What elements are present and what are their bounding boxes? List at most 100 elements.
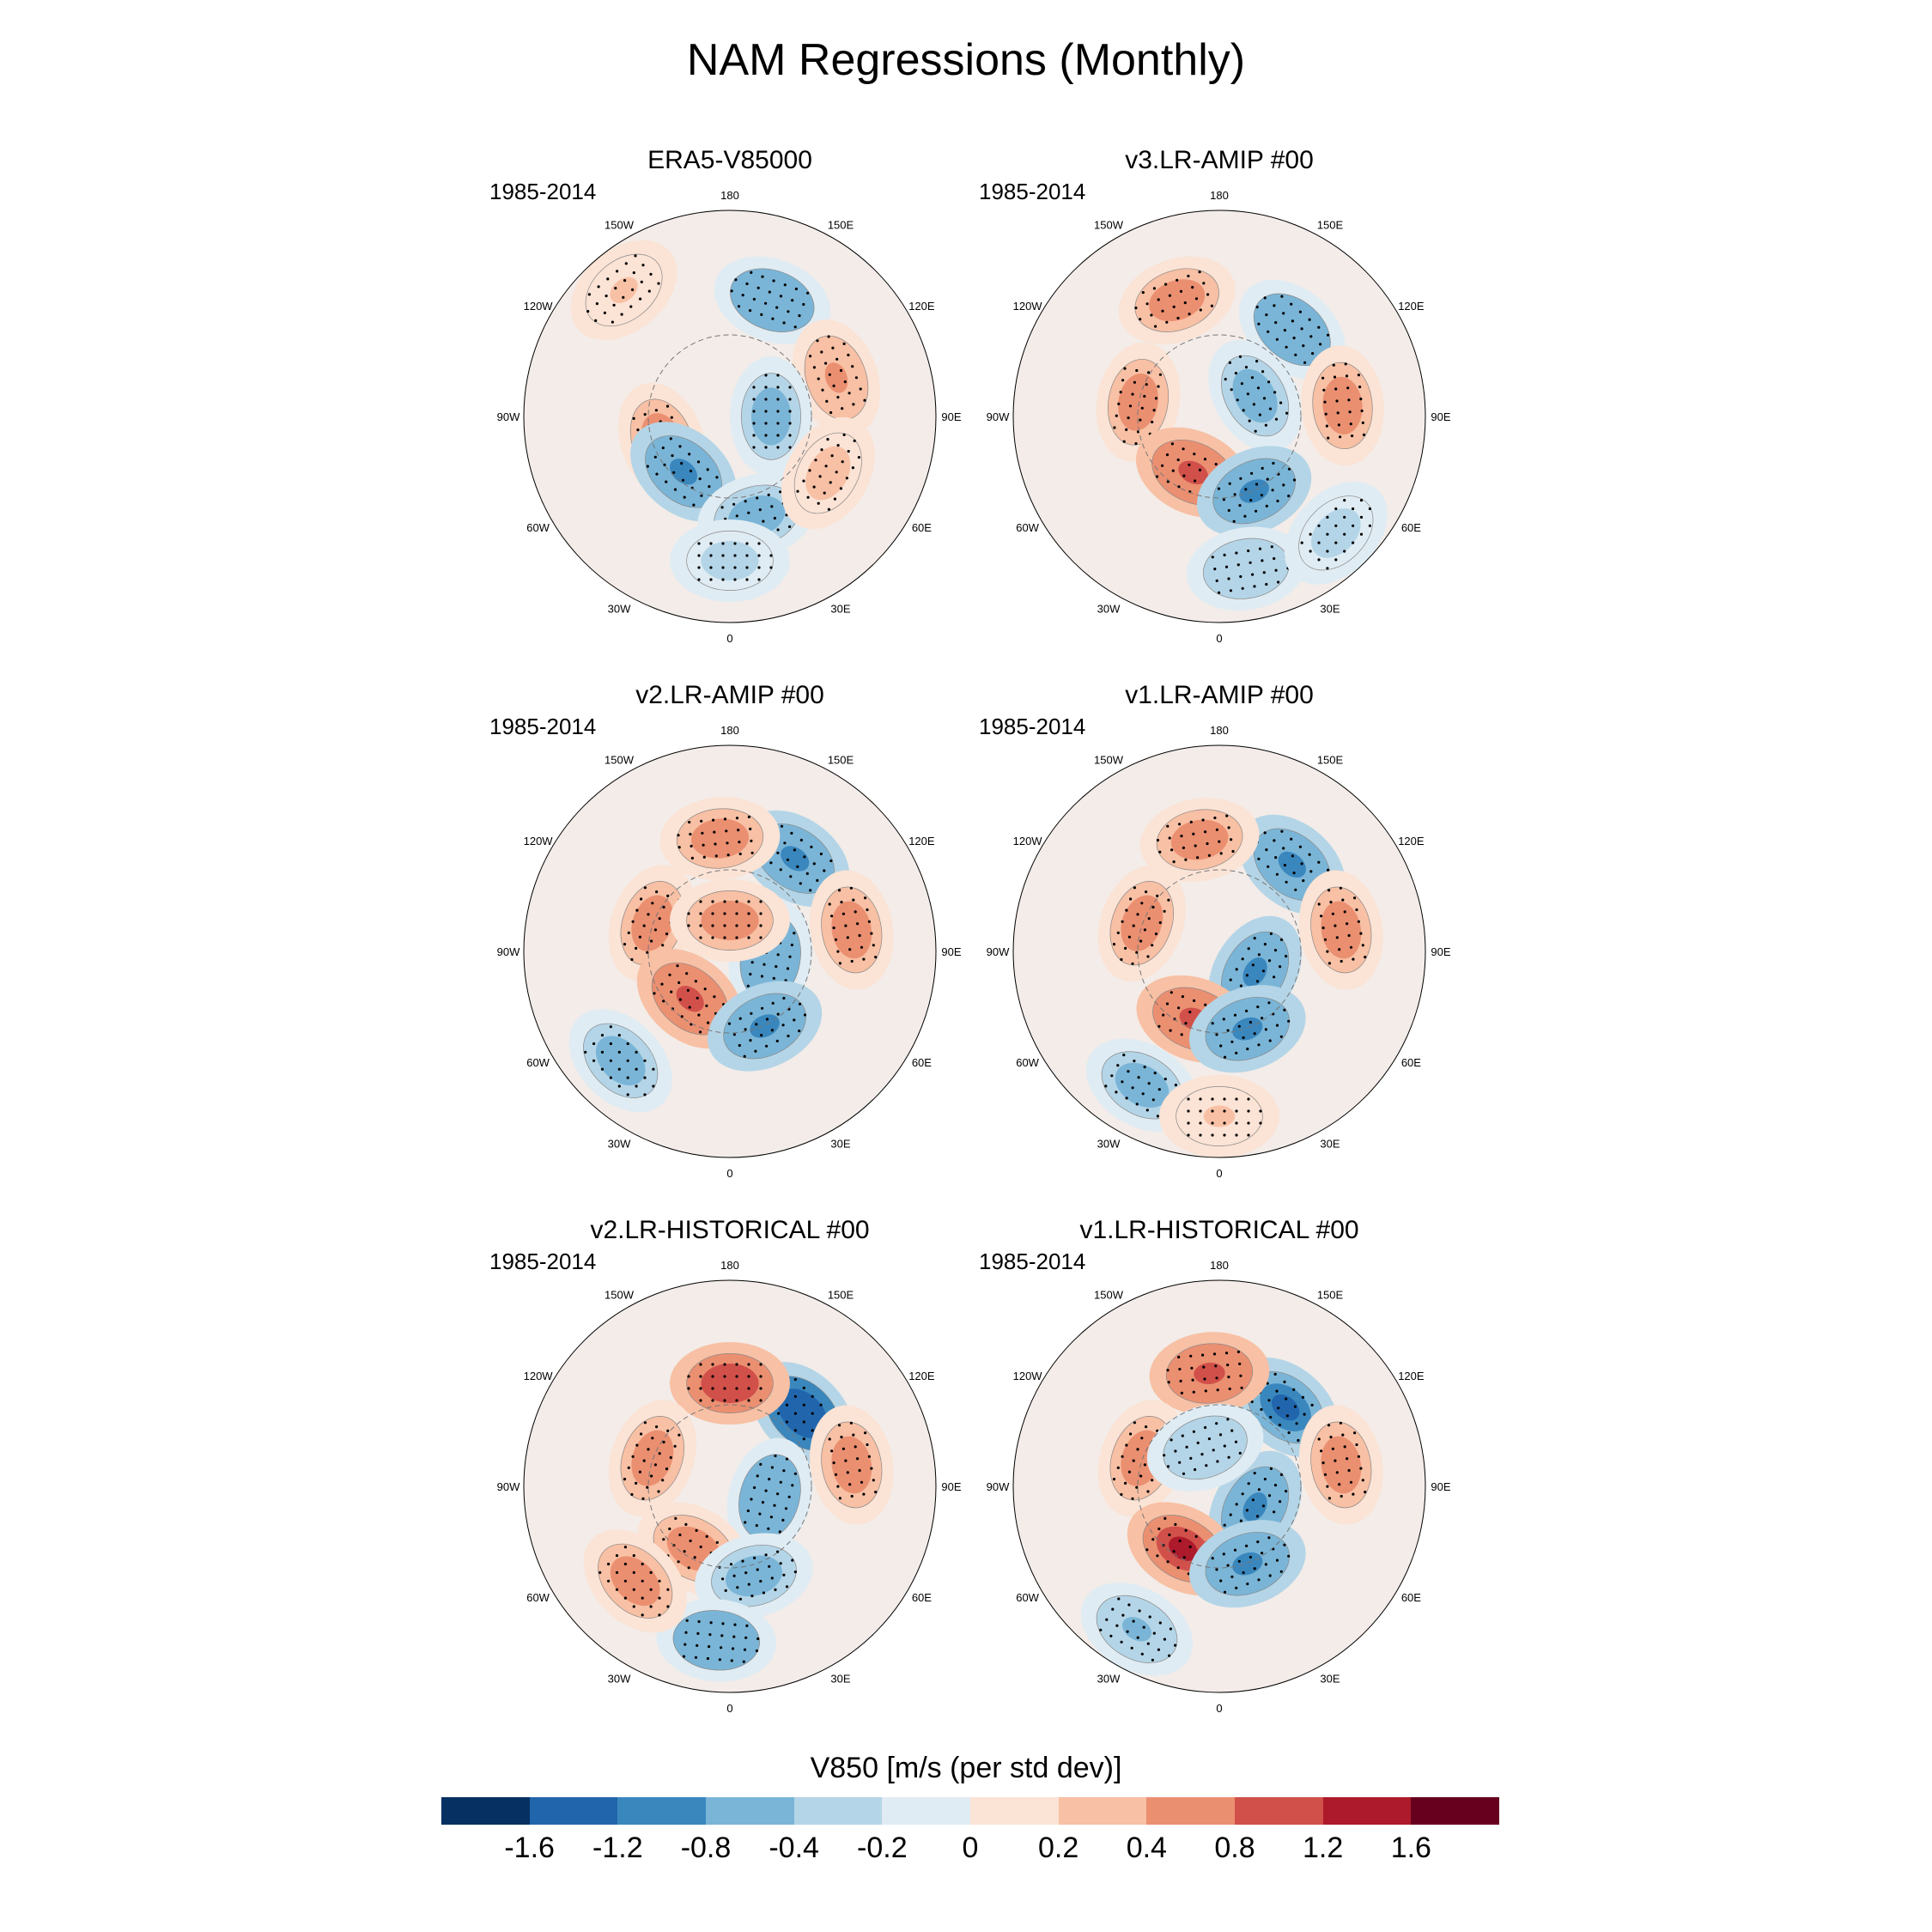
longitude-label: 30E <box>830 1672 850 1685</box>
longitude-label: 150W <box>605 1289 635 1302</box>
panel-period: 1985-2014 <box>979 1249 1086 1274</box>
significance-stipple <box>1211 1001 1291 1059</box>
map-panel: 180 150E 120E 90E 60E 30E 0 30W 60W 90W 120W 150W v2… <box>489 681 970 1196</box>
longitude-label: 0 <box>726 632 732 645</box>
map-border <box>1012 744 1426 1158</box>
anomaly-contour <box>750 1014 780 1038</box>
longitude-label: 120W <box>524 835 554 848</box>
significance-stipple <box>1217 461 1297 523</box>
anomaly-contour <box>1278 316 1306 343</box>
coastline <box>647 1404 812 1569</box>
longitude-label: 150W <box>605 219 635 232</box>
anomaly-contour <box>1242 381 1267 410</box>
colorbar-tick-labels: -1.6 -1.2 -0.8 -0.4 -0.2 0 0.2 0.4 0.8 1.2 1.6 <box>441 1832 1499 1866</box>
longitude-label: 60E <box>912 521 932 534</box>
longitude-label: 60W <box>1016 521 1039 534</box>
significance-stipple <box>1255 295 1330 364</box>
coastline <box>647 869 812 1034</box>
colorbar-tick-label: -1.6 <box>504 1832 555 1864</box>
anomaly-contour <box>1230 557 1262 580</box>
longitude-label: 180 <box>1210 189 1229 202</box>
longitude-label: 0 <box>1216 1167 1222 1180</box>
longitude-label: 150W <box>605 754 635 767</box>
longitude-label: 30E <box>1320 602 1340 615</box>
significance-stipple <box>1166 1350 1243 1394</box>
anomaly-contour <box>676 986 704 1012</box>
anomaly-contour <box>841 914 863 946</box>
polar-map: 180 150E 120E 90E 60E 30E 0 30W 60W 90W 120W 150W <box>987 724 1451 1180</box>
longitude-label: 30W <box>608 602 631 615</box>
longitude-label: 120W <box>524 1370 554 1382</box>
significance-stipple <box>677 815 754 860</box>
map-border <box>523 1279 937 1693</box>
anomaly-contour <box>714 909 746 932</box>
longitude-label: 150E <box>828 219 854 232</box>
anomaly-contour <box>1178 460 1208 484</box>
significance-stipple <box>623 1421 681 1500</box>
map-panel: 180 150E 120E 90E 60E 30E 0 30W 60W 90W 120W 150W v1… <box>979 1216 1460 1731</box>
significance-stipple <box>697 542 773 581</box>
anomaly-contour <box>1169 1536 1198 1561</box>
colorbar-tick-label: -0.4 <box>769 1832 819 1864</box>
polar-map: 180 150E 120E 90E 60E 30E 0 30W 60W 90W 120W 150W <box>987 189 1451 645</box>
significance-stipple <box>1187 1097 1262 1137</box>
anomaly-contour <box>669 459 698 485</box>
longitude-label: 30W <box>1097 1672 1121 1685</box>
longitude-label: 0 <box>1216 1702 1222 1715</box>
panel-period: 1985-2014 <box>979 714 1086 739</box>
anomaly-contour <box>789 1400 817 1427</box>
panel-period: 1985-2014 <box>489 714 597 739</box>
significance-stipple <box>828 1421 878 1500</box>
anomaly-contour <box>781 846 810 872</box>
polar-map: 180 150E 120E 90E 60E 30E 0 30W 60W 90W 120W 150W <box>497 1259 962 1715</box>
panel-title: ERA5-V85000 <box>647 146 812 174</box>
anomaly-contour <box>841 1449 863 1481</box>
significance-stipple <box>646 437 720 507</box>
panel-period: 1985-2014 <box>489 1249 597 1274</box>
colorbar <box>441 1797 1500 1825</box>
anomaly-contour <box>714 1372 746 1394</box>
longitude-label: 90E <box>1431 1480 1450 1493</box>
longitude-label: 30E <box>830 1137 850 1150</box>
longitude-label: 60E <box>912 1591 932 1604</box>
longitude-label: 90W <box>497 945 520 958</box>
anomaly-contour <box>622 1567 649 1595</box>
panel-title: v1.LR-AMIP #00 <box>1125 681 1314 709</box>
significance-stipple <box>730 270 810 329</box>
anomaly-contour <box>756 289 787 312</box>
colorbar-swatch <box>970 1797 1059 1825</box>
significance-stipple <box>752 374 792 449</box>
longitude-label: 150W <box>1094 754 1124 767</box>
colorbar-swatch <box>706 1797 794 1825</box>
anomaly-contour <box>1239 479 1269 503</box>
anomaly-contour <box>679 1536 708 1561</box>
panel-title: v1.LR-HISTORICAL #00 <box>1079 1216 1359 1244</box>
anomaly-contour <box>1122 1617 1151 1642</box>
map-border <box>1012 210 1426 623</box>
anomaly-contour <box>1330 1449 1352 1481</box>
figure-title: NAM Regressions (Monthly) <box>686 35 1246 85</box>
longitude-label: 120E <box>908 300 935 313</box>
anomaly-contour <box>610 276 638 304</box>
coastline <box>1137 334 1302 499</box>
anomaly-contour <box>607 1047 635 1074</box>
anomaly-contour <box>714 550 746 572</box>
colorbar-tick-label: 0.8 <box>1214 1832 1255 1864</box>
anomaly-contour <box>1242 1492 1267 1522</box>
colorbar-swatch <box>1411 1797 1500 1825</box>
coastline <box>1137 869 1302 1034</box>
colorbar-swatch <box>1058 1797 1147 1825</box>
longitude-label: 30E <box>1320 1137 1340 1150</box>
colorbar-title: V850 [m/s (per std dev)] <box>810 1752 1122 1784</box>
longitude-label: 0 <box>726 1167 732 1180</box>
panel-title: v2.LR-HISTORICAL #00 <box>590 1216 870 1244</box>
longitude-label: 30W <box>608 1137 631 1150</box>
significance-stipple <box>1211 545 1290 594</box>
colorbar-swatch <box>793 1797 883 1825</box>
significance-stipple <box>682 1619 760 1663</box>
longitude-label: 90E <box>1431 410 1450 423</box>
coastline <box>1137 1404 1302 1569</box>
significance-stipple <box>1317 886 1367 965</box>
colorbar-tick-label: 0.2 <box>1038 1832 1079 1864</box>
significance-stipple <box>1300 499 1371 570</box>
